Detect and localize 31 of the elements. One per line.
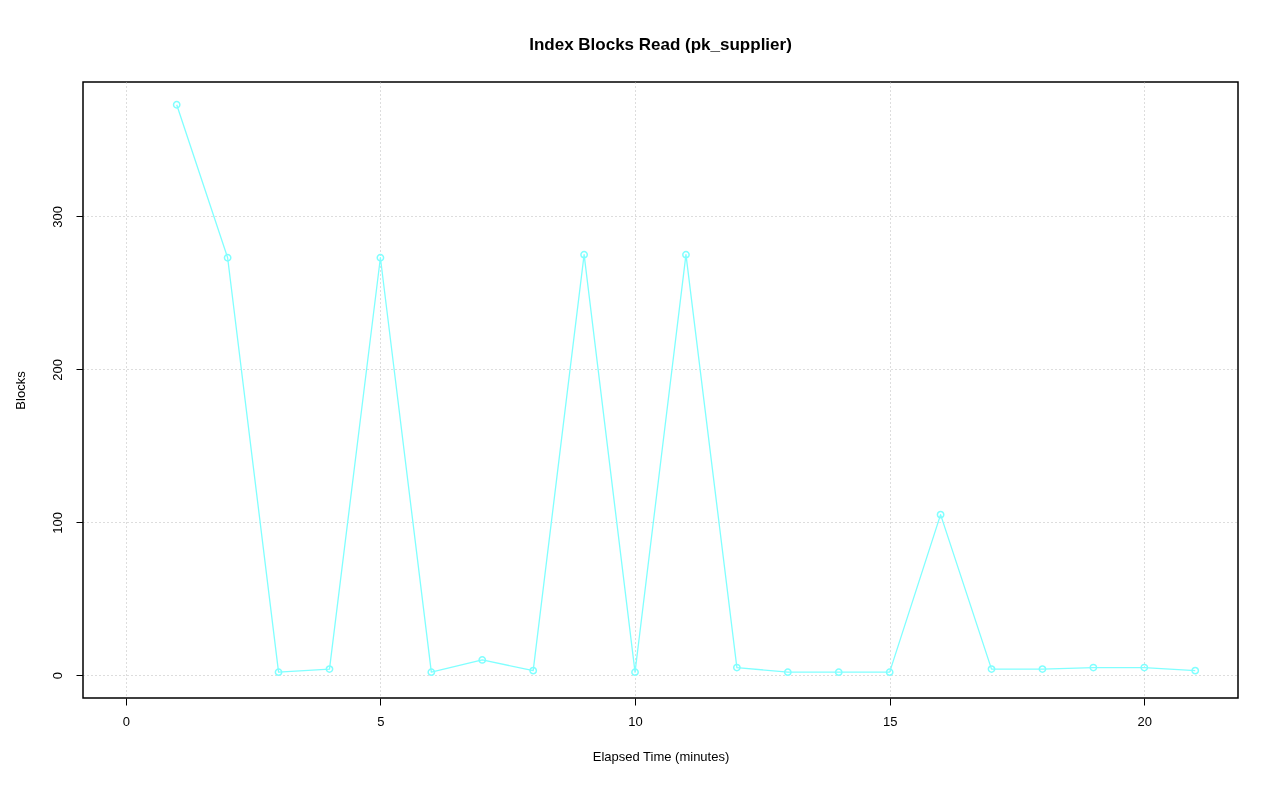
x-tick-label: 20 [1137, 713, 1153, 729]
point [274, 668, 283, 677]
x-tick-label: 15 [882, 713, 898, 729]
chart-title: Index Blocks Read (pk_supplier) [529, 35, 792, 54]
x-tick-label: 5 [377, 713, 385, 729]
point [885, 668, 894, 677]
x-axis-title: Elapsed Time (minutes) [592, 748, 730, 764]
y-tick-label: 100 [49, 511, 65, 534]
point [580, 250, 589, 259]
y-tick-label: 0 [49, 672, 65, 680]
point [682, 250, 690, 259]
point [631, 668, 639, 677]
point [478, 656, 487, 664]
point [732, 663, 741, 672]
point [1089, 663, 1098, 672]
point [936, 510, 945, 519]
point [427, 668, 436, 677]
point [376, 253, 385, 262]
y-axis-title: Blocks [12, 370, 28, 410]
point [783, 668, 792, 677]
x-tick-label: 0 [122, 713, 130, 729]
point [529, 666, 538, 675]
y-tick-label: 200 [49, 359, 65, 381]
point [834, 668, 843, 677]
point [1140, 663, 1149, 672]
point [223, 253, 232, 262]
point [1038, 665, 1047, 673]
point [987, 665, 996, 673]
x-tick-label: 10 [628, 713, 643, 729]
y-tick-label: 300 [49, 206, 65, 228]
point [325, 665, 334, 673]
